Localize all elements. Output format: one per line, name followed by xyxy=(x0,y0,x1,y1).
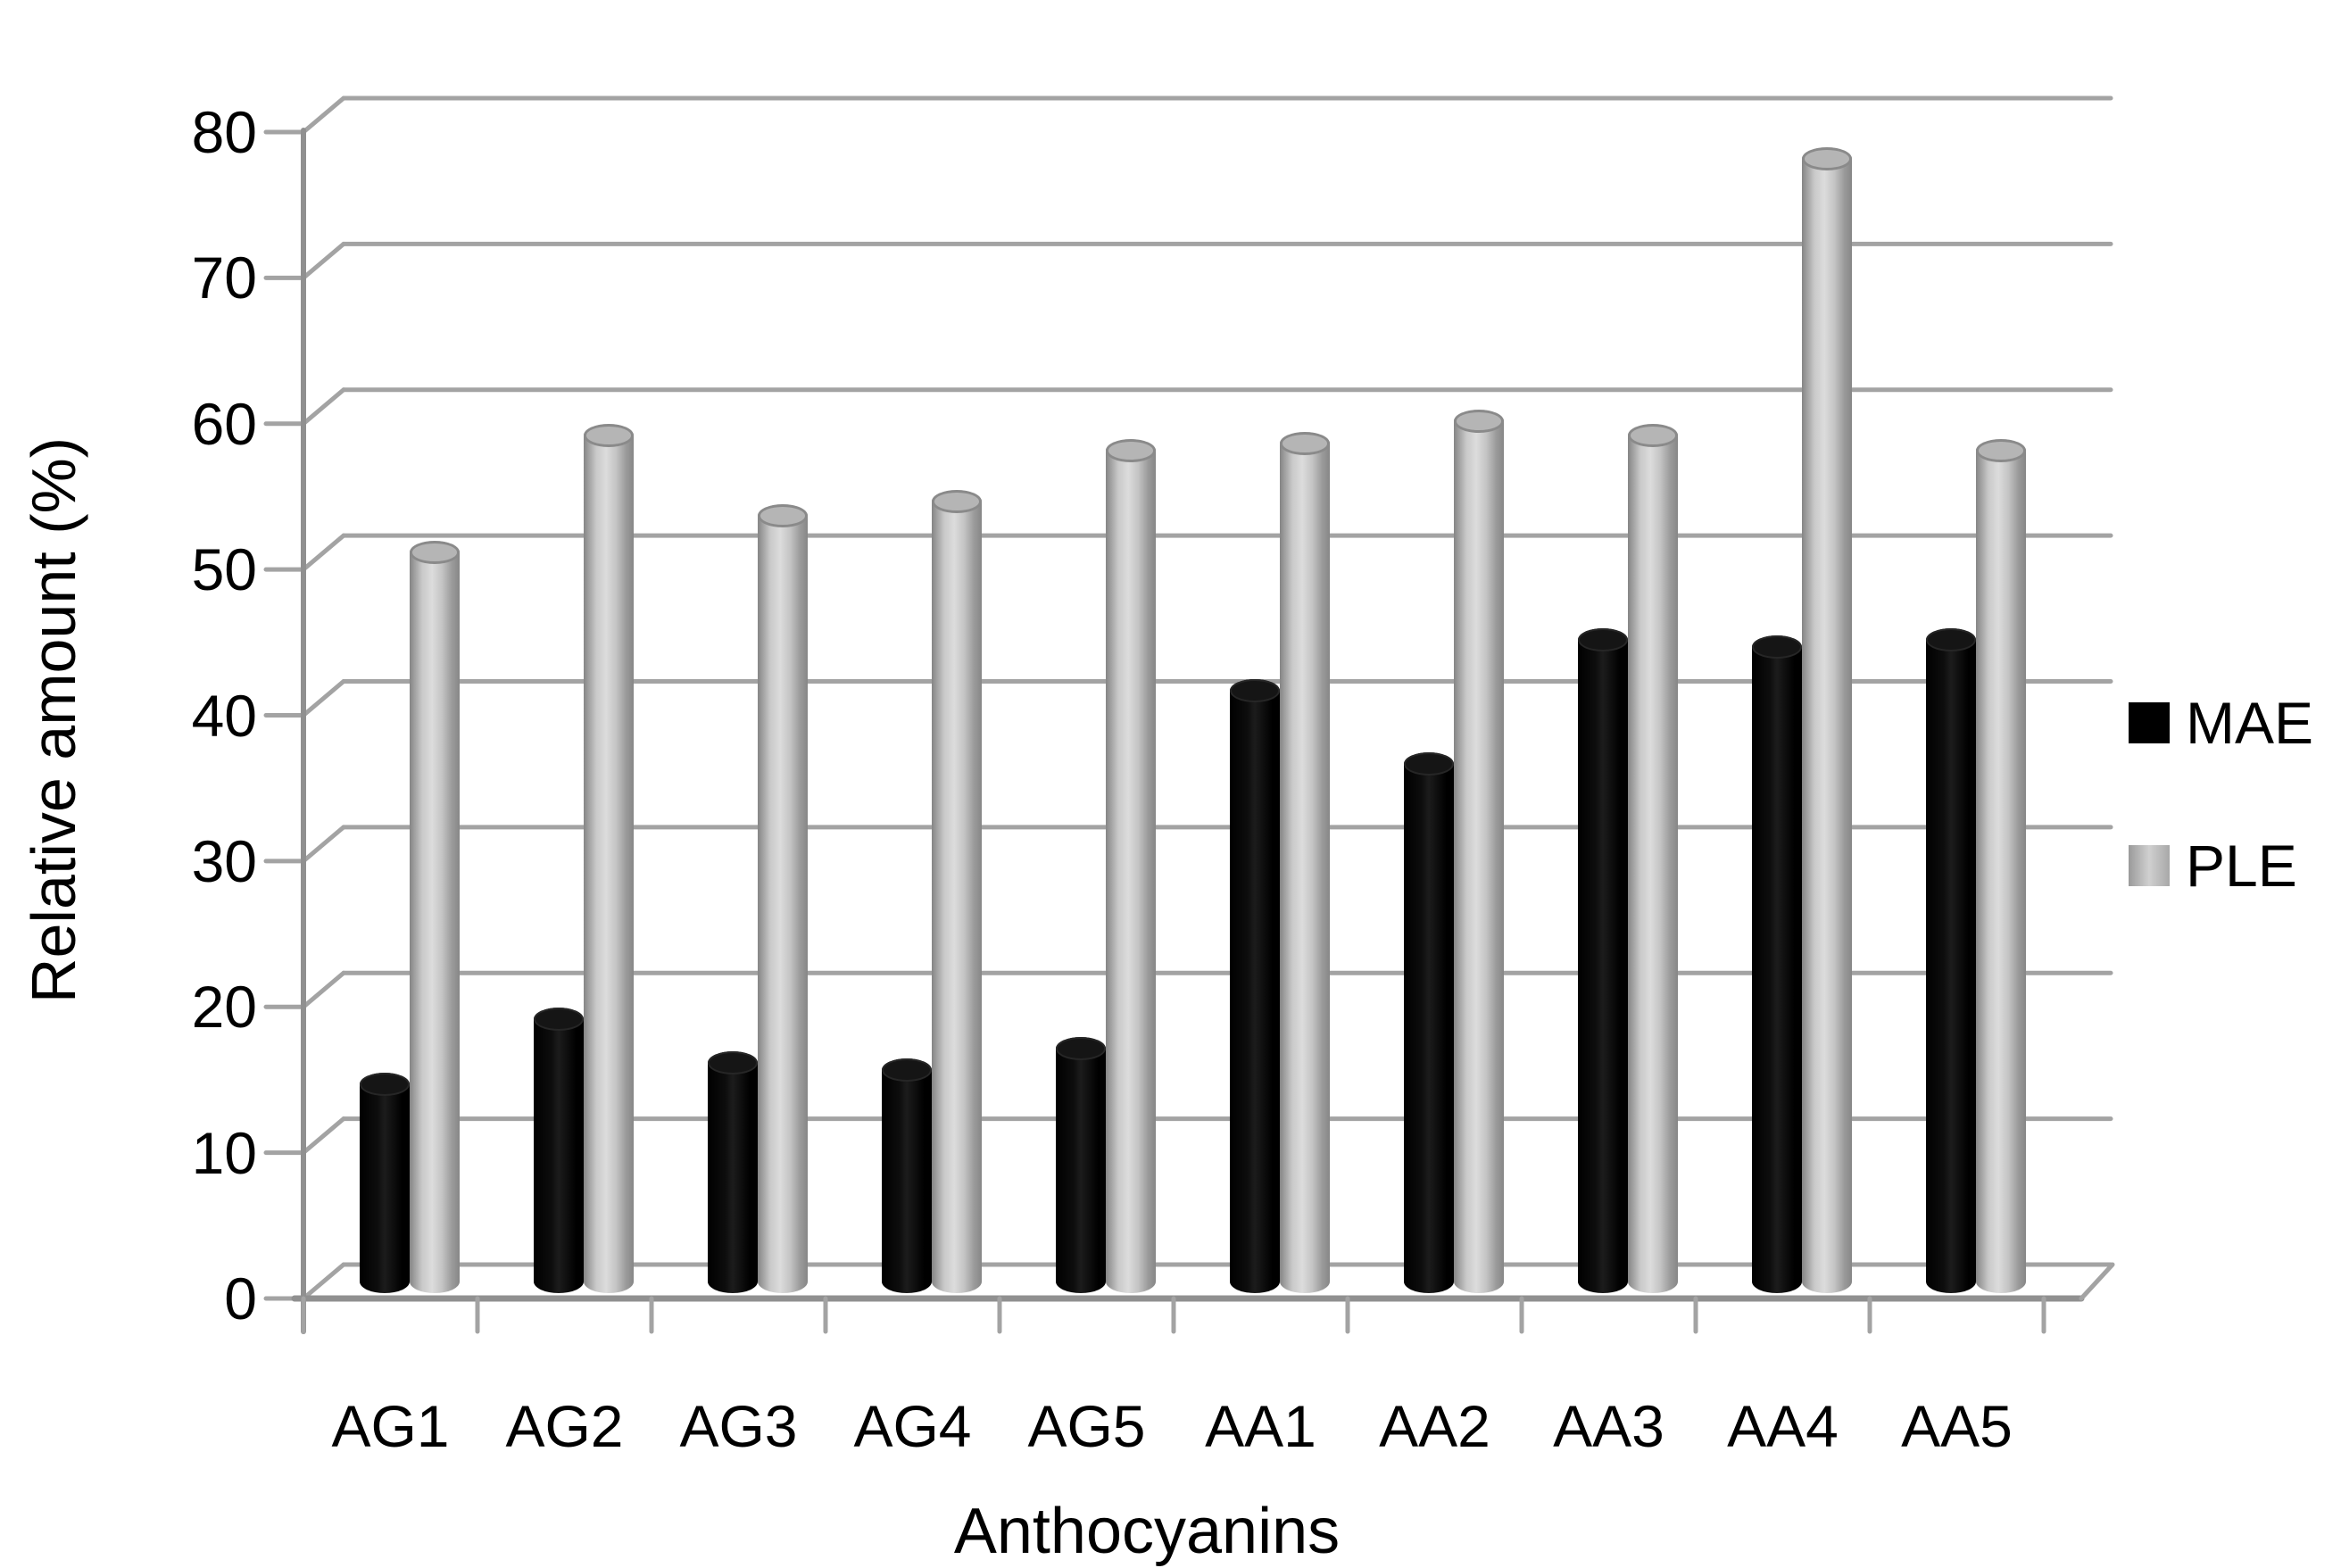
bar-MAE-AG4 xyxy=(882,1058,932,1293)
floor-right-edge xyxy=(2079,1262,2115,1301)
bar-top-cap xyxy=(882,1058,932,1083)
bar-top-cap xyxy=(1454,410,1504,434)
bar-top-cap xyxy=(932,489,982,513)
bar-top-cap xyxy=(584,424,634,448)
bar-PLE-AA3 xyxy=(1628,424,1678,1293)
legend-item-PLE: PLE xyxy=(2129,833,2313,899)
y-tick-label-0: 0 xyxy=(224,1265,257,1332)
category-label-AA2: AA2 xyxy=(1379,1393,1490,1459)
y-tick-label-60: 60 xyxy=(191,390,257,457)
y-tick-label-30: 30 xyxy=(191,827,257,894)
bar-MAE-AA2 xyxy=(1404,752,1454,1293)
bar-top-cap xyxy=(534,1007,584,1031)
bar-top-cap xyxy=(708,1050,758,1074)
category-label-AA3: AA3 xyxy=(1553,1393,1664,1459)
legend-swatch-MAE xyxy=(2129,702,2170,743)
y-tick-label-10: 10 xyxy=(191,1119,257,1186)
bar-top-cap xyxy=(1280,431,1330,455)
grid-diagonal-50 xyxy=(301,533,346,572)
bar-MAE-AA4 xyxy=(1752,635,1802,1293)
bar-top-cap xyxy=(1752,635,1802,660)
y-tick-label-50: 50 xyxy=(191,536,257,603)
category-label-AG2: AG2 xyxy=(505,1393,624,1459)
bar-top-cap xyxy=(1976,438,2026,462)
bar-PLE-AA4 xyxy=(1802,147,1852,1293)
bar-top-cap xyxy=(1056,1036,1106,1060)
bar-MAE-AA1 xyxy=(1230,679,1280,1293)
y-tick-label-70: 70 xyxy=(191,245,257,311)
grid-diagonal-60 xyxy=(301,387,346,427)
bar-top-cap xyxy=(1230,679,1280,703)
category-label-AG4: AG4 xyxy=(853,1393,972,1459)
y-tick-label-40: 40 xyxy=(191,682,257,749)
bar-PLE-AA5 xyxy=(1976,438,2026,1293)
grid-diagonal-40 xyxy=(301,679,346,718)
bar-PLE-AG1 xyxy=(410,541,460,1293)
bar-top-cap xyxy=(1628,424,1678,448)
grid-diagonal-70 xyxy=(301,241,346,280)
legend-item-MAE: MAE xyxy=(2129,690,2314,756)
legend-label-MAE: MAE xyxy=(2186,690,2314,756)
bar-MAE-AA5 xyxy=(1926,628,1976,1293)
bar-top-cap xyxy=(1404,752,1454,776)
category-label-AA4: AA4 xyxy=(1727,1393,1839,1459)
y-axis-title: Relative amount (%) xyxy=(19,436,88,1004)
bar-MAE-AG5 xyxy=(1056,1036,1106,1293)
legend-label-PLE: PLE xyxy=(2186,833,2297,899)
bar-top-cap xyxy=(1106,438,1156,462)
category-label-AG1: AG1 xyxy=(331,1393,450,1459)
grid-diagonal-80 xyxy=(301,95,346,135)
bar-MAE-AA3 xyxy=(1578,628,1628,1293)
category-label-AG3: AG3 xyxy=(679,1393,798,1459)
bar-top-cap xyxy=(1802,147,1852,170)
grid-diagonal-20 xyxy=(301,970,346,1009)
bar-PLE-AA1 xyxy=(1280,431,1330,1293)
bar-PLE-AG4 xyxy=(932,489,982,1293)
legend: MAE PLE xyxy=(2129,690,2314,982)
y-tick-label-20: 20 xyxy=(191,974,257,1041)
bar-PLE-AG5 xyxy=(1106,438,1156,1293)
bar-PLE-AG2 xyxy=(584,424,634,1293)
bar-top-cap xyxy=(758,504,808,528)
bar-PLE-AG3 xyxy=(758,504,808,1293)
bar-MAE-AG1 xyxy=(360,1073,410,1293)
category-label-AA1: AA1 xyxy=(1205,1393,1316,1459)
bar-PLE-AA2 xyxy=(1454,410,1504,1293)
legend-swatch-PLE xyxy=(2129,845,2170,886)
bar-MAE-AG3 xyxy=(708,1050,758,1293)
grid-diagonal-10 xyxy=(301,1116,346,1156)
grid-diagonal-30 xyxy=(301,825,346,864)
bar-top-cap xyxy=(360,1073,410,1097)
grid-diagonal-0 xyxy=(301,1262,346,1301)
bar-top-cap xyxy=(1578,628,1628,652)
y-tick-label-80: 80 xyxy=(191,99,257,165)
bar-top-cap xyxy=(410,541,460,565)
bar-MAE-AG2 xyxy=(534,1007,584,1293)
bar-top-cap xyxy=(1926,628,1976,652)
category-label-AG5: AG5 xyxy=(1027,1393,1146,1459)
x-axis-title: Anthocyanins xyxy=(953,1496,1341,1567)
category-label-AA5: AA5 xyxy=(1901,1393,2013,1459)
